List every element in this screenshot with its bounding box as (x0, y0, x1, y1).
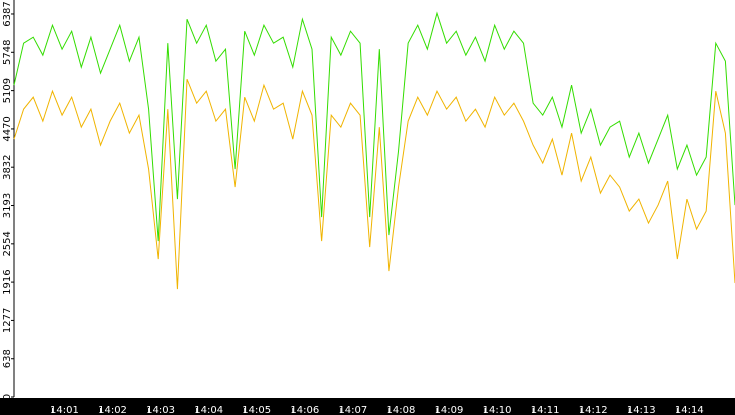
x-tick-label: 14:10 (483, 405, 512, 415)
x-tick-label: 14:05 (242, 405, 271, 415)
x-tick-label: 14:02 (98, 405, 127, 415)
y-tick-label: 3193 (2, 193, 13, 218)
y-tick-label: 1277 (2, 308, 13, 333)
y-tick-label: 6387 (2, 1, 13, 26)
y-tick-label: 1916 (2, 269, 13, 294)
x-tick-label: 14:14 (675, 405, 704, 415)
x-tick-label: 14:11 (531, 405, 560, 415)
y-tick-label: 2554 (2, 231, 13, 256)
x-tick-label: 14:08 (387, 405, 416, 415)
x-axis-bar (0, 398, 735, 415)
y-tick-label: 4470 (2, 116, 13, 141)
line-series (13, 78, 735, 290)
y-tick-label: 0 (2, 394, 13, 400)
y-tick-label: 3832 (2, 154, 13, 179)
x-tick-label: 14:07 (338, 405, 367, 415)
x-tick-label: 14:06 (290, 405, 319, 415)
y-tick-label: 638 (2, 349, 13, 368)
y-tick-label: 5109 (2, 78, 13, 103)
x-tick-label: 14:13 (627, 405, 656, 415)
x-tick-label: 14:04 (194, 405, 223, 415)
x-tick-label: 14:09 (435, 405, 464, 415)
x-tick-label: 14:12 (579, 405, 608, 415)
line-series (13, 11, 735, 242)
x-tick-label: 14:03 (146, 405, 175, 415)
x-tick-label: 14:01 (50, 405, 79, 415)
y-tick-label: 5748 (2, 40, 13, 65)
